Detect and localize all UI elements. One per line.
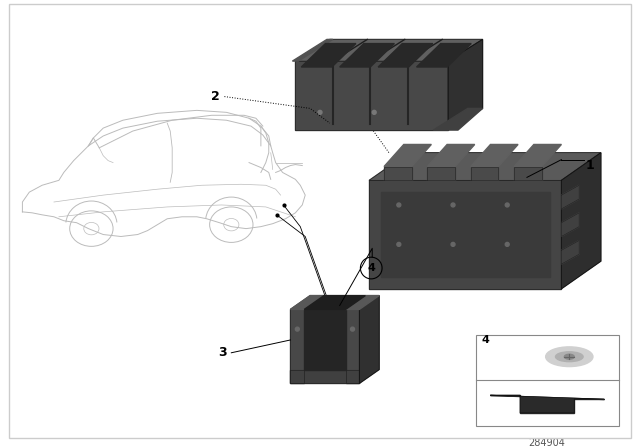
- Polygon shape: [384, 144, 431, 167]
- Polygon shape: [561, 185, 579, 209]
- Polygon shape: [340, 43, 394, 67]
- Polygon shape: [471, 144, 518, 167]
- Bar: [476, 335, 619, 426]
- Polygon shape: [514, 144, 561, 167]
- Polygon shape: [360, 296, 379, 383]
- Text: 284904: 284904: [528, 439, 565, 448]
- Circle shape: [318, 110, 322, 114]
- Polygon shape: [561, 153, 601, 289]
- Polygon shape: [433, 108, 483, 130]
- Polygon shape: [561, 213, 579, 237]
- Circle shape: [351, 327, 355, 331]
- Polygon shape: [296, 61, 448, 130]
- Circle shape: [372, 110, 376, 114]
- Polygon shape: [291, 310, 304, 383]
- Text: 4: 4: [367, 263, 375, 273]
- Circle shape: [397, 242, 401, 246]
- Polygon shape: [384, 167, 412, 181]
- Polygon shape: [346, 296, 379, 310]
- Text: 2: 2: [211, 90, 220, 103]
- Polygon shape: [448, 39, 483, 130]
- Polygon shape: [428, 167, 455, 181]
- Polygon shape: [301, 43, 356, 67]
- Polygon shape: [369, 153, 601, 181]
- Polygon shape: [561, 241, 579, 264]
- Ellipse shape: [556, 352, 583, 362]
- Polygon shape: [296, 39, 483, 61]
- Ellipse shape: [564, 354, 574, 359]
- Polygon shape: [369, 181, 561, 289]
- Polygon shape: [304, 310, 346, 370]
- Text: 1: 1: [586, 159, 595, 172]
- Circle shape: [505, 203, 509, 207]
- Polygon shape: [346, 310, 360, 383]
- Polygon shape: [428, 144, 475, 167]
- Polygon shape: [490, 395, 604, 413]
- Circle shape: [451, 203, 455, 207]
- Circle shape: [505, 242, 509, 246]
- Polygon shape: [417, 43, 471, 67]
- Polygon shape: [304, 296, 365, 310]
- Polygon shape: [291, 296, 324, 310]
- Polygon shape: [471, 167, 499, 181]
- Circle shape: [397, 203, 401, 207]
- Polygon shape: [292, 39, 333, 61]
- Circle shape: [296, 327, 300, 331]
- Ellipse shape: [546, 347, 593, 366]
- Polygon shape: [291, 370, 360, 383]
- Polygon shape: [291, 296, 379, 310]
- Text: 4: 4: [482, 335, 490, 345]
- Text: 3: 3: [218, 346, 227, 359]
- Polygon shape: [378, 43, 433, 67]
- Polygon shape: [514, 167, 541, 181]
- Circle shape: [451, 242, 455, 246]
- Polygon shape: [381, 192, 550, 277]
